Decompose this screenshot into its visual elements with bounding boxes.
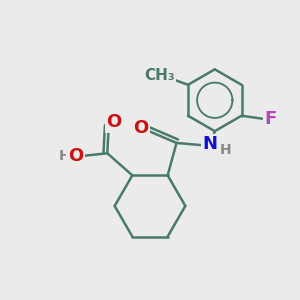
Text: O: O (133, 119, 148, 137)
Text: F: F (265, 110, 277, 128)
Text: CH₃: CH₃ (144, 68, 175, 83)
Text: H: H (219, 143, 231, 157)
Text: O: O (68, 147, 83, 165)
Text: O: O (106, 113, 122, 131)
Text: N: N (203, 135, 218, 153)
Text: H: H (59, 149, 71, 163)
